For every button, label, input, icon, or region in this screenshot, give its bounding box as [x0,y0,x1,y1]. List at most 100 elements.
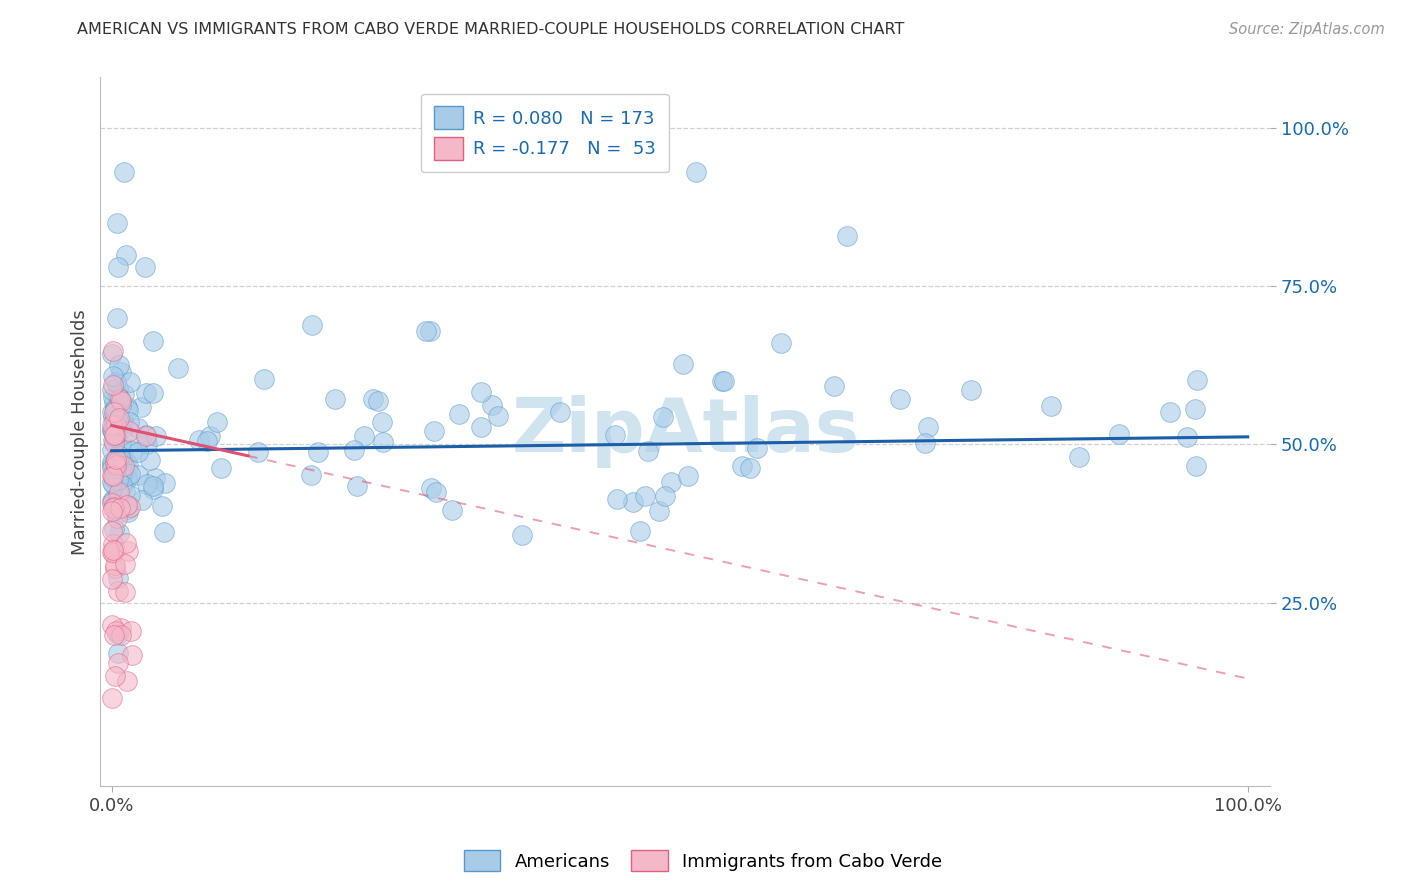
Point [685,165,707,179]
Point [628,524,651,538]
Point [142,386,165,401]
Point [423,424,446,438]
Point [633,489,655,503]
Point [678,469,700,483]
Point [104,457,127,471]
Point [120,375,142,389]
Point [153,524,176,539]
Point [1039,399,1062,413]
Point [253,372,276,386]
Point [713,375,735,389]
Point [103,472,125,486]
Point [914,435,936,450]
Point [136,477,159,491]
Point [143,471,166,485]
Point [114,557,136,571]
Point [118,424,141,438]
Point [425,485,447,500]
Point [1185,459,1208,474]
Point [108,449,131,463]
Point [447,407,470,421]
Point [415,324,437,338]
Point [118,467,141,481]
Point [108,358,131,372]
Point [111,467,134,481]
Text: Source: ZipAtlas.com: Source: ZipAtlas.com [1229,22,1385,37]
Point [371,415,394,429]
Point [121,648,143,663]
Point [1067,450,1090,464]
Point [135,386,157,401]
Point [104,560,127,574]
Point [150,499,173,513]
Point [637,443,659,458]
Point [835,228,858,243]
Point [103,433,125,447]
Point [142,482,165,496]
Point [110,621,132,635]
Point [101,493,124,508]
Point [117,501,139,516]
Point [659,475,682,489]
Point [550,404,572,418]
Point [108,394,131,409]
Point [110,499,132,513]
Point [115,498,138,512]
Point [103,425,125,440]
Point [101,423,124,437]
Point [103,435,125,450]
Point [108,526,131,541]
Point [153,475,176,490]
Point [101,542,124,557]
Point [114,484,136,499]
Point [110,438,132,452]
Point [142,334,165,348]
Point [114,454,136,468]
Point [101,461,124,475]
Point [307,445,329,459]
Point [101,500,124,515]
Point [101,424,124,438]
Point [738,461,761,475]
Point [603,428,626,442]
Point [101,405,124,419]
Point [110,423,132,437]
Point [103,546,125,560]
Point [104,428,127,442]
Point [959,383,981,397]
Point [107,646,129,660]
Point [117,458,139,472]
Point [117,544,139,558]
Point [115,498,138,512]
Point [108,410,131,425]
Point [111,442,134,457]
Point [107,448,129,462]
Point [205,415,228,429]
Point [104,458,127,473]
Point [101,476,124,491]
Point [105,418,128,433]
Point [419,324,441,338]
Point [117,673,139,688]
Point [101,524,124,538]
Point [104,542,127,557]
Point [621,495,644,509]
Point [103,522,125,536]
Point [470,385,492,400]
Point [346,479,368,493]
Point [103,368,125,383]
Point [110,399,132,413]
Point [101,390,124,404]
Point [103,428,125,442]
Point [710,374,733,388]
Point [108,501,131,516]
Point [112,412,135,426]
Point [101,377,124,392]
Point [104,470,127,484]
Point [111,417,134,432]
Point [129,432,152,446]
Point [101,494,124,508]
Point [121,444,143,458]
Point [101,417,124,432]
Point [105,375,128,389]
